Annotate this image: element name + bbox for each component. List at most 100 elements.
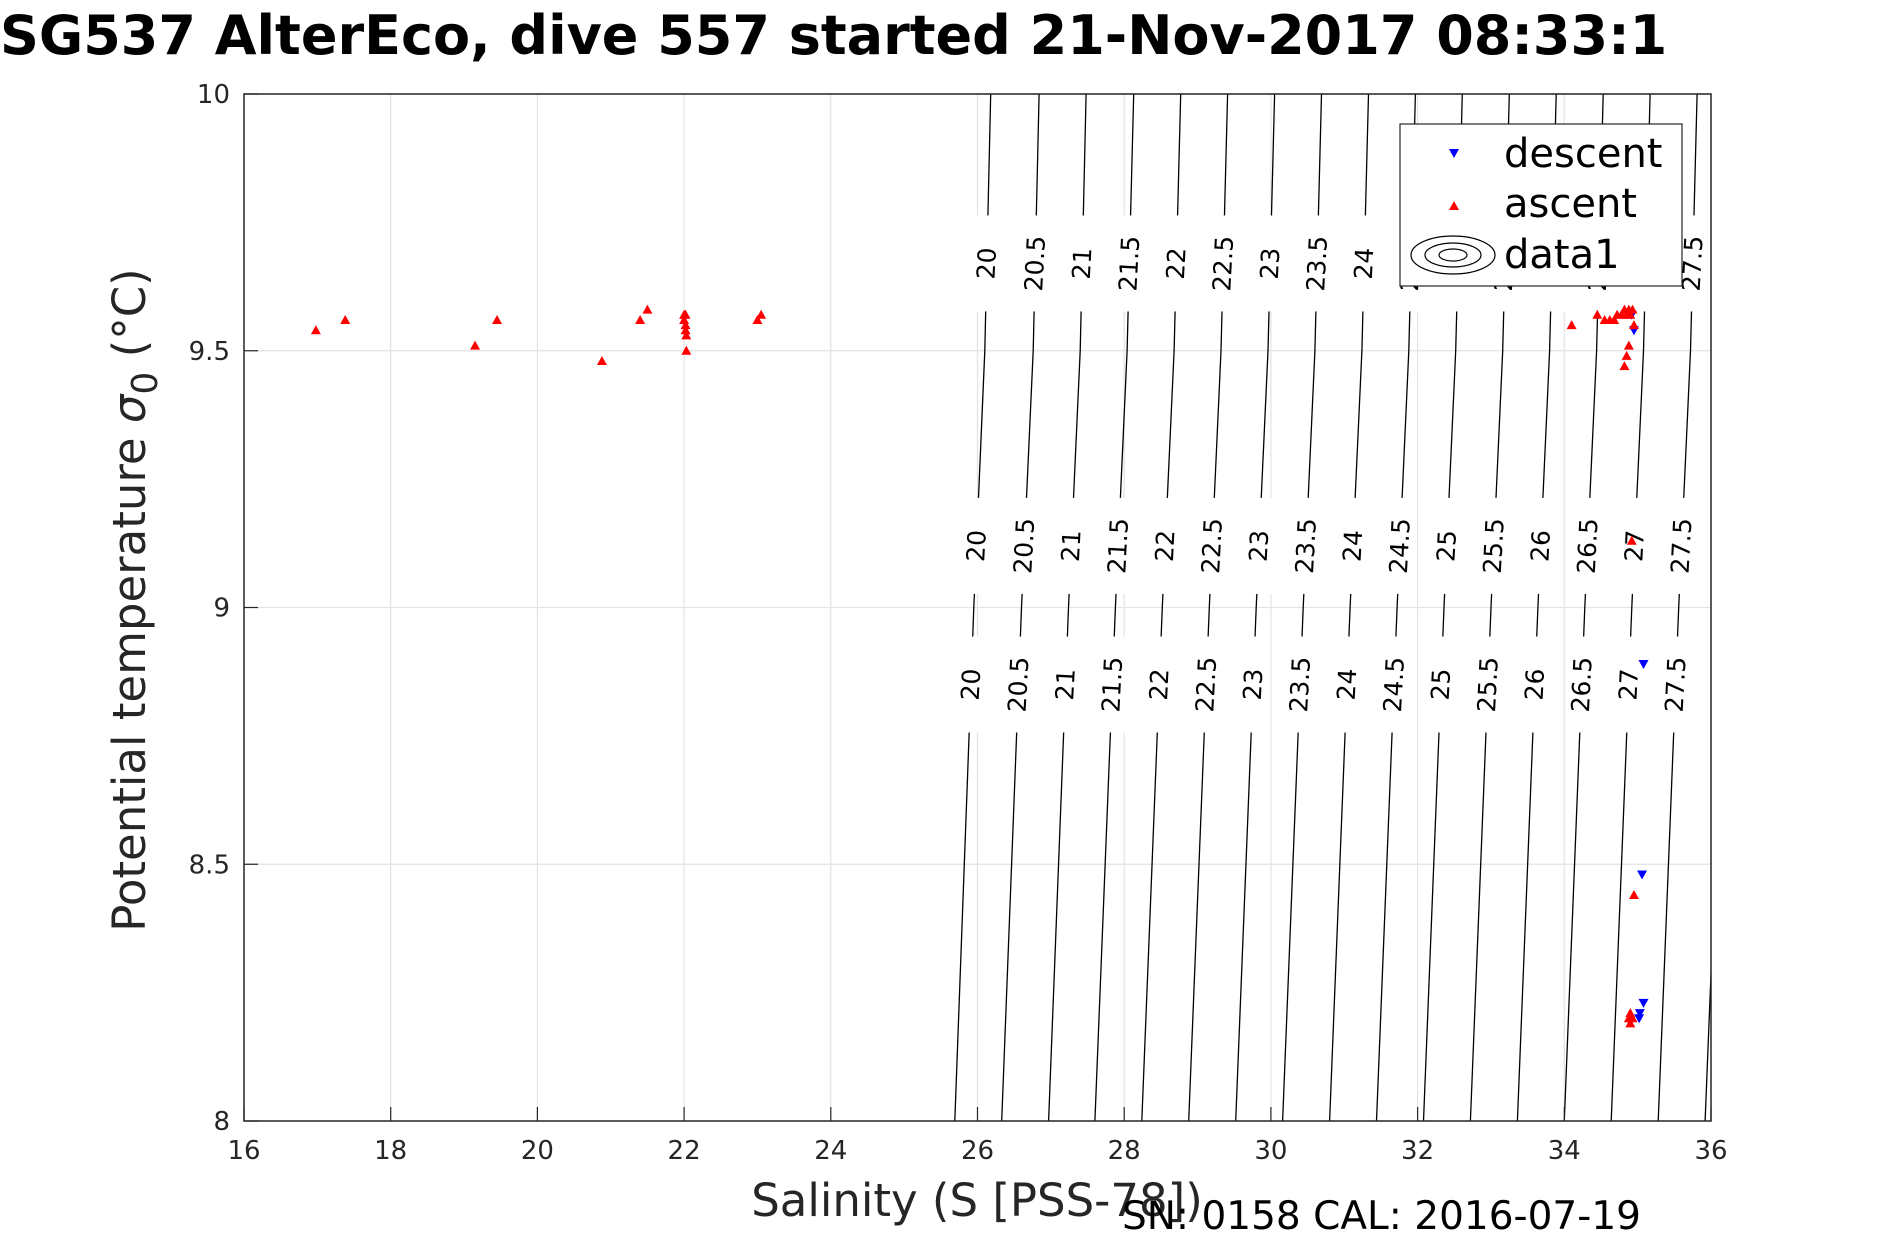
ascent-point (635, 314, 646, 324)
contour-label: 20 (961, 529, 992, 562)
legend-descent-label: descent (1504, 131, 1662, 177)
contour-label-bg (1332, 636, 1363, 733)
ascent-point (679, 314, 690, 324)
ascent-point (680, 320, 691, 330)
contour-label: 23 (1255, 247, 1286, 280)
contour-label-bg (1097, 636, 1128, 733)
ascent-point (596, 356, 607, 366)
contour-label-bg (1349, 215, 1380, 312)
ascent-point (1566, 320, 1577, 330)
contour-label: 20.5 (1003, 656, 1035, 713)
contour-label-bg (961, 497, 992, 594)
ascent-point (1627, 304, 1638, 314)
contour-label-bg (1161, 215, 1192, 312)
contour-label: 22.5 (1196, 517, 1228, 574)
contour-label-bg (1003, 636, 1034, 733)
contour-label-bg (1378, 636, 1409, 733)
legend-descent-marker (1449, 149, 1459, 158)
contour-label-bg (1525, 497, 1556, 594)
data-series (310, 304, 1649, 1028)
descent-point (1638, 998, 1649, 1008)
contour-label: 24.5 (1384, 517, 1416, 574)
ascent-point (1619, 361, 1630, 371)
contour-label-bg (1337, 497, 1368, 594)
axis-labels: Salinity (S [PSS-78]) Potential temperat… (103, 268, 1203, 1227)
contour-label: 27.5 (1660, 656, 1692, 713)
contour-label: 21.5 (1113, 235, 1145, 292)
contour-label: 25.5 (1478, 517, 1510, 574)
contour-label: 20.5 (1008, 517, 1040, 574)
ascent-point (680, 325, 691, 335)
x-tick-label: 20 (521, 1136, 554, 1166)
contour-label: 27 (1613, 668, 1644, 701)
contour-label-bg (1144, 636, 1175, 733)
contour-label: 23.5 (1301, 235, 1333, 292)
contour-label: 20 (956, 668, 987, 701)
ascent-point (470, 340, 481, 350)
contour-label-bg (1572, 497, 1603, 594)
ascent-point (1592, 309, 1603, 319)
axis-ticks: 16 18 20 22 24 26 28 30 32 34 36 8 8.5 9 9.5 10 (189, 80, 1728, 1166)
contour-label-bg (1285, 636, 1316, 733)
contour-label-bg (1150, 497, 1181, 594)
x-tick-label: 30 (1254, 1136, 1287, 1166)
contour-label: 22.5 (1190, 656, 1222, 713)
contour-label: 23 (1244, 529, 1275, 562)
ascent-point (1609, 314, 1620, 324)
contour-label: 25 (1431, 529, 1462, 562)
contour-label-bg (1384, 497, 1415, 594)
contour-label-bg (1677, 215, 1708, 312)
legend-data1-label: data1 (1504, 232, 1620, 278)
contour-label-bg (1103, 497, 1134, 594)
descent-point (1638, 659, 1649, 669)
ascent-point (1626, 535, 1637, 545)
contour-label: 22.5 (1207, 235, 1239, 292)
legend: descent ascent data1 (1399, 123, 1683, 287)
contour-label-bg (1191, 636, 1222, 733)
y-tick-label: 9.5 (189, 337, 230, 367)
page-title: SG537 AlterEco, dive 557 started 21-Nov-… (0, 4, 1668, 67)
contour-label: 22 (1150, 529, 1181, 562)
contour-label-bg (1660, 636, 1691, 733)
contour-label: 23.5 (1290, 517, 1322, 574)
contour-label: 25.5 (1472, 656, 1504, 713)
contour-label: 21 (1056, 529, 1087, 562)
contour-label-bg (1244, 497, 1275, 594)
contour-label: 24 (1349, 247, 1380, 280)
y-tick-label: 10 (197, 80, 230, 110)
legend-box (1399, 123, 1683, 287)
contour-label-bg (1519, 636, 1550, 733)
ascent-point (642, 304, 653, 314)
x-tick-label: 28 (1108, 1136, 1141, 1166)
x-tick-label: 22 (668, 1136, 701, 1166)
y-axis-label-unit: (°C) (103, 268, 156, 371)
ascent-point (1625, 1018, 1636, 1028)
contour-label: 21.5 (1096, 656, 1128, 713)
contour-label-bg (1114, 215, 1145, 312)
descent-point (1634, 1014, 1645, 1024)
y-tick-label: 8.5 (189, 850, 230, 880)
x-tick-label: 34 (1548, 1136, 1581, 1166)
contour-label-bg (1425, 636, 1456, 733)
x-tick-label: 18 (374, 1136, 407, 1166)
x-tick-label: 24 (814, 1136, 847, 1166)
contour-label: 26 (1525, 529, 1556, 562)
contour-label: 24 (1338, 529, 1369, 562)
contour-label-bg (1666, 497, 1697, 594)
ascent-point (752, 314, 763, 324)
ascent-point (1623, 340, 1634, 350)
contour-label-bg (1619, 497, 1650, 594)
contour-label-bg (1472, 636, 1503, 733)
contour-label: 25 (1426, 668, 1457, 701)
ascent-point (1621, 350, 1632, 360)
ascent-point (680, 309, 691, 319)
ascent-point (1625, 309, 1636, 319)
contour-label: 20.5 (1019, 235, 1051, 292)
ascent-point (756, 309, 767, 319)
ascent-point (681, 330, 692, 340)
contour-label-bg (1302, 215, 1333, 312)
y-axis-label-subscript: 0 (125, 372, 166, 395)
contour-label: 26.5 (1572, 517, 1604, 574)
ascent-point (681, 345, 692, 355)
contour-label-bg (1009, 497, 1040, 594)
